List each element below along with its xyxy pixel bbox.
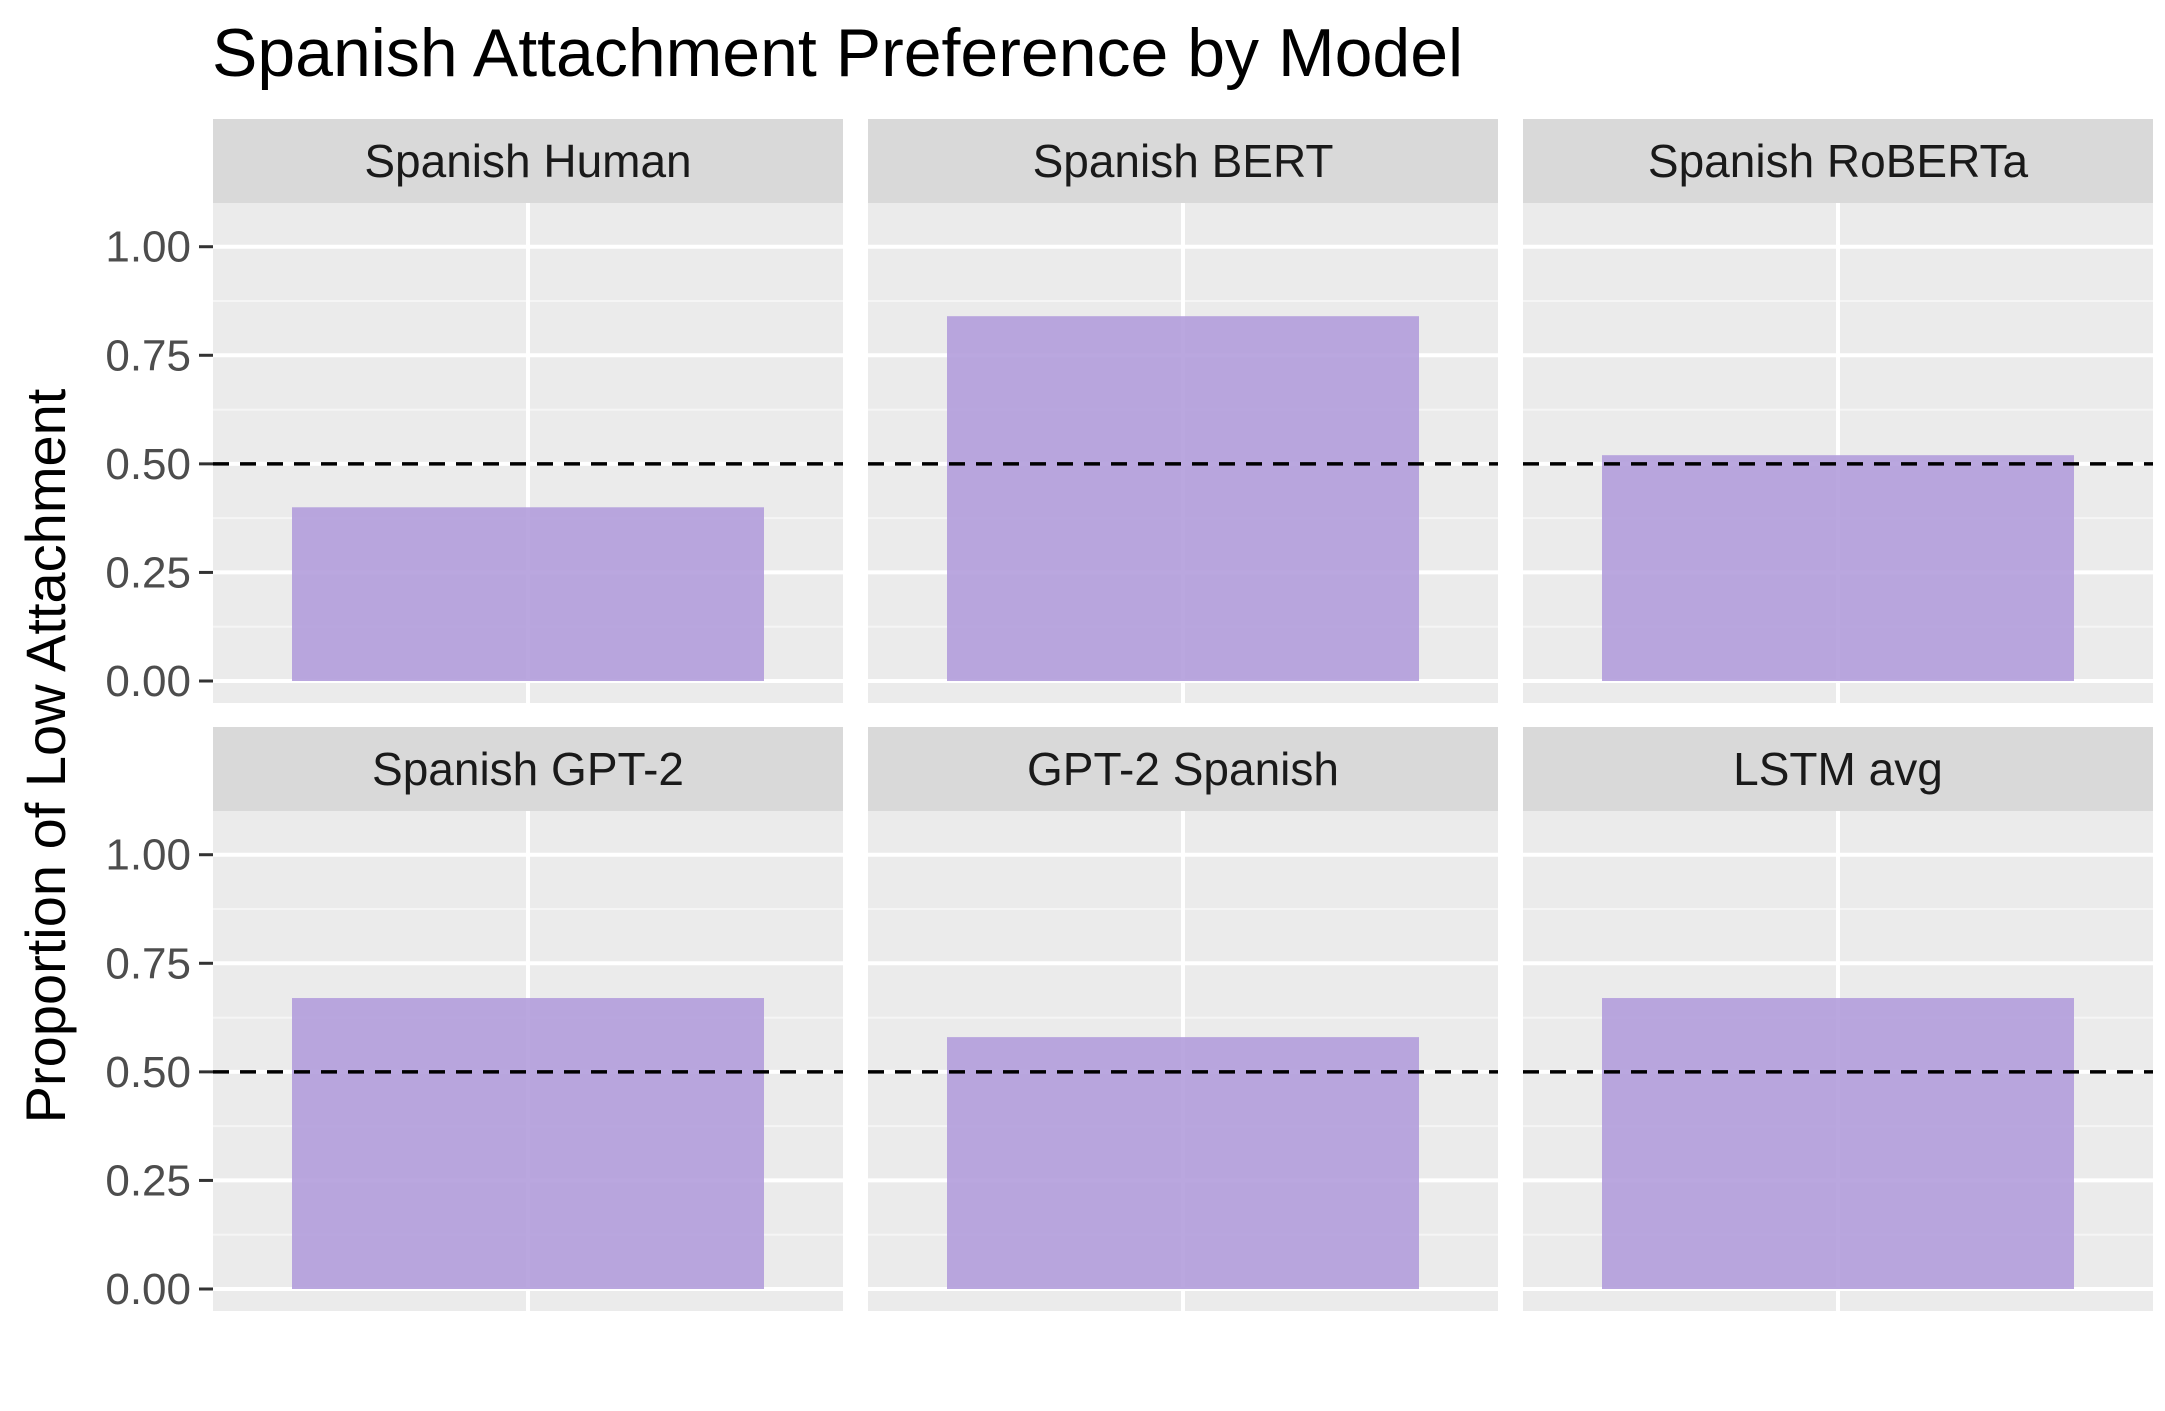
- y-tick-label: 0.75: [105, 939, 191, 988]
- y-tick-label: 0.25: [105, 1156, 191, 1205]
- facet-label: LSTM avg: [1733, 743, 1943, 795]
- facet-label: Spanish Human: [364, 135, 691, 187]
- facet-panel: Spanish GPT-2 0.00 0.25 0.50 0.75 1.00: [105, 727, 843, 1314]
- bar: [292, 998, 764, 1289]
- facet-panel: Spanish RoBERTa: [1523, 119, 2153, 703]
- y-tick-label: 0.25: [105, 548, 191, 597]
- y-tick-label: 1.00: [105, 831, 191, 880]
- facet-strip: [1523, 727, 2153, 811]
- y-tick-label: 0.75: [105, 331, 191, 380]
- facet-panel: Spanish Human 0.00 0.25 0.50 0.75 1.00: [105, 119, 843, 706]
- facet-strip: [213, 727, 843, 811]
- bar: [292, 507, 764, 681]
- facet-label: Spanish RoBERTa: [1648, 135, 2029, 187]
- chart-title: Spanish Attachment Preference by Model: [212, 15, 1463, 91]
- facet-panel: Spanish BERT: [868, 119, 1498, 703]
- facet-panel: GPT-2 Spanish: [868, 727, 1498, 1311]
- facet-label: GPT-2 Spanish: [1027, 743, 1339, 795]
- bar: [1602, 455, 2074, 681]
- facet-strip: [213, 119, 843, 203]
- y-axis-label: Proportion of Low Attachment: [14, 388, 77, 1123]
- y-tick-label: 0.00: [105, 657, 191, 706]
- facet-panels: Spanish Human0.000.250.500.751.00Spanish…: [105, 119, 2153, 1314]
- y-tick-label: 0.50: [105, 1048, 191, 1097]
- facet-strip: [868, 727, 1498, 811]
- y-tick-label: 1.00: [105, 223, 191, 272]
- y-tick-label: 0.00: [105, 1265, 191, 1314]
- y-tick-label: 0.50: [105, 440, 191, 489]
- bar: [1602, 998, 2074, 1289]
- facet-strip: [868, 119, 1498, 203]
- bar: [947, 316, 1419, 681]
- bar: [947, 1037, 1419, 1289]
- facet-label: Spanish BERT: [1033, 135, 1334, 187]
- facet-strip: [1523, 119, 2153, 203]
- facet-label: Spanish GPT-2: [372, 743, 684, 795]
- facet-panel: LSTM avg: [1523, 727, 2153, 1311]
